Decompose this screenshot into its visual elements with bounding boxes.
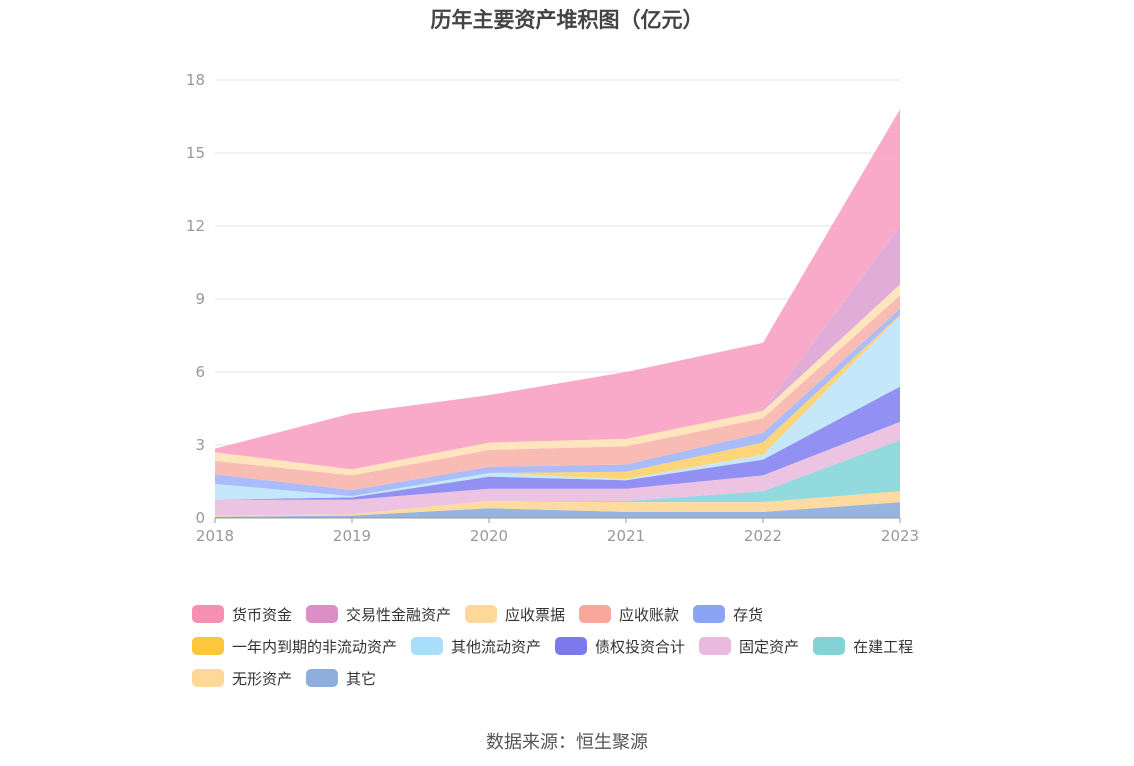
legend-swatch xyxy=(411,637,444,655)
legend-row: 无形资产 其它 xyxy=(192,662,992,694)
legend-label: 存货 xyxy=(733,605,764,624)
x-tick-label: 2021 xyxy=(607,527,645,545)
y-tick-label: 3 xyxy=(195,436,205,454)
area-series-3 xyxy=(215,421,900,516)
area-series-0 xyxy=(215,502,900,518)
y-tick-label: 15 xyxy=(186,144,205,162)
x-tick-label: 2018 xyxy=(196,527,234,545)
legend-label: 其他流动资产 xyxy=(451,637,542,656)
legend-item[interactable]: 债权投资合计 xyxy=(555,636,685,657)
y-tick-label: 9 xyxy=(195,290,205,308)
legend-item[interactable]: 货币资金 xyxy=(192,604,292,625)
chart-title: 历年主要资产堆积图（亿元） xyxy=(430,8,704,32)
legend-label: 应收票据 xyxy=(505,605,566,624)
legend-swatch xyxy=(306,605,339,623)
area-series-1 xyxy=(215,491,900,517)
x-tick-label: 2020 xyxy=(470,527,508,545)
chart-legend: 货币资金 交易性金融资产 应收票据 应收账款 存货一年内到期的非流动资产 其他流动资产 债权… xyxy=(192,598,992,694)
legend-swatch xyxy=(192,605,224,623)
legend-swatch xyxy=(192,669,224,687)
legend-swatch xyxy=(192,637,224,655)
data-source: 数据来源：恒生聚源 xyxy=(486,732,648,753)
legend-label: 交易性金融资产 xyxy=(346,605,452,624)
legend-item[interactable]: 其他流动资产 xyxy=(411,636,541,657)
y-tick-label: 6 xyxy=(195,363,205,381)
area-series-6 xyxy=(215,314,900,497)
legend-item[interactable]: 一年内到期的非流动资产 xyxy=(192,636,397,657)
y-tick-label: 12 xyxy=(186,217,205,235)
legend-item[interactable]: 应收票据 xyxy=(465,604,565,625)
legend-swatch xyxy=(465,605,498,623)
legend-label: 在建工程 xyxy=(853,637,914,656)
x-tick-label: 2019 xyxy=(333,527,371,545)
legend-label: 应收账款 xyxy=(619,605,680,624)
legend-swatch xyxy=(555,637,588,655)
legend-label: 无形资产 xyxy=(232,669,293,688)
legend-row: 一年内到期的非流动资产 其他流动资产 债权投资合计 固定资产 在建工程 xyxy=(192,630,992,662)
legend-swatch xyxy=(579,605,612,623)
legend-row: 货币资金 交易性金融资产 应收票据 应收账款 存货 xyxy=(192,598,992,630)
area-series-8 xyxy=(215,295,900,491)
area-series-11 xyxy=(215,109,900,470)
legend-item[interactable]: 其它 xyxy=(306,668,376,689)
legend-swatch xyxy=(813,637,846,655)
legend-item[interactable]: 存货 xyxy=(693,604,763,625)
legend-item[interactable]: 无形资产 xyxy=(192,668,292,689)
y-tick-label: 0 xyxy=(195,509,205,527)
area-series-7 xyxy=(215,308,900,497)
x-tick-label: 2023 xyxy=(881,527,919,545)
x-tick-label: 2022 xyxy=(744,527,782,545)
area-series-2 xyxy=(215,440,900,516)
legend-item[interactable]: 固定资产 xyxy=(699,636,799,657)
legend-label: 一年内到期的非流动资产 xyxy=(232,637,398,656)
legend-swatch xyxy=(306,669,339,687)
stacked-area-chart: 0 3 6 9 12 15 18 2018 2019 2020 2021 2022 2023 xyxy=(186,71,919,545)
legend-item[interactable]: 在建工程 xyxy=(813,636,913,657)
legend-label: 其它 xyxy=(346,669,377,688)
y-tick-label: 18 xyxy=(186,71,205,89)
area-series-4 xyxy=(215,386,900,500)
legend-label: 货币资金 xyxy=(232,605,293,624)
legend-swatch xyxy=(693,605,726,623)
legend-item[interactable]: 交易性金融资产 xyxy=(306,604,451,625)
legend-label: 债权投资合计 xyxy=(595,637,686,656)
legend-swatch xyxy=(699,637,732,655)
legend-item[interactable]: 应收账款 xyxy=(579,604,679,625)
legend-label: 固定资产 xyxy=(739,637,800,656)
